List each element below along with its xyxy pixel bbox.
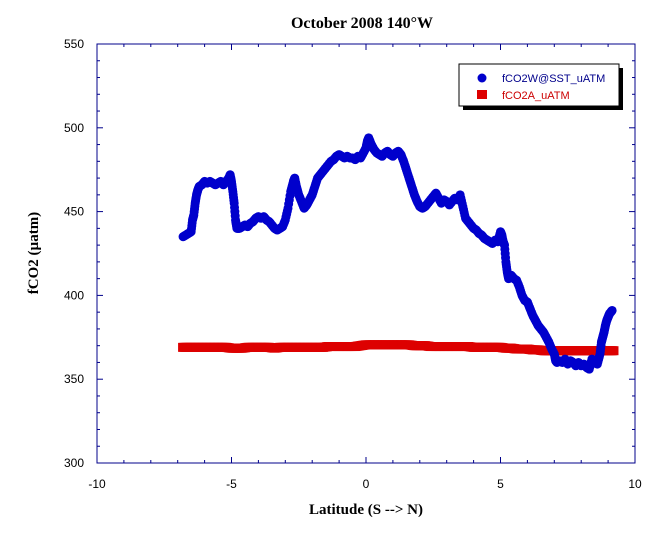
legend: fCO2W@SST_uATM fCO2A_uATM xyxy=(458,63,623,110)
data-point xyxy=(607,305,617,315)
y-axis-label: fCO2 (µatm) xyxy=(26,212,42,294)
series-layer xyxy=(178,133,619,374)
legend-label-fco2a: fCO2A_uATM xyxy=(502,90,570,102)
y-tick-label: 450 xyxy=(64,205,84,219)
series-fco2w xyxy=(178,133,617,374)
legend-label-fco2w: fCO2W@SST_uATM xyxy=(502,73,605,85)
x-tick-label: 5 xyxy=(497,477,504,491)
x-tick-label: -10 xyxy=(88,477,106,491)
y-tick-label: 350 xyxy=(64,372,84,386)
legend-marker-fco2a xyxy=(477,90,487,99)
chart-title: October 2008 140°W xyxy=(291,15,433,32)
x-tick-label: 10 xyxy=(628,477,642,491)
y-axis-ticks: 300 350 400 450 500 550 xyxy=(64,37,635,470)
data-point xyxy=(608,346,619,356)
legend-marker-fco2w xyxy=(477,73,487,83)
y-tick-label: 300 xyxy=(64,456,84,470)
y-tick-label: 400 xyxy=(64,288,84,302)
y-tick-label: 500 xyxy=(64,121,84,135)
x-tick-label: -5 xyxy=(226,477,237,491)
x-axis-ticks: -10 -5 0 5 10 xyxy=(88,44,642,491)
x-tick-label: 0 xyxy=(363,477,370,491)
y-tick-label: 550 xyxy=(64,37,84,51)
x-axis-label: Latitude (S --> N) xyxy=(309,502,423,518)
